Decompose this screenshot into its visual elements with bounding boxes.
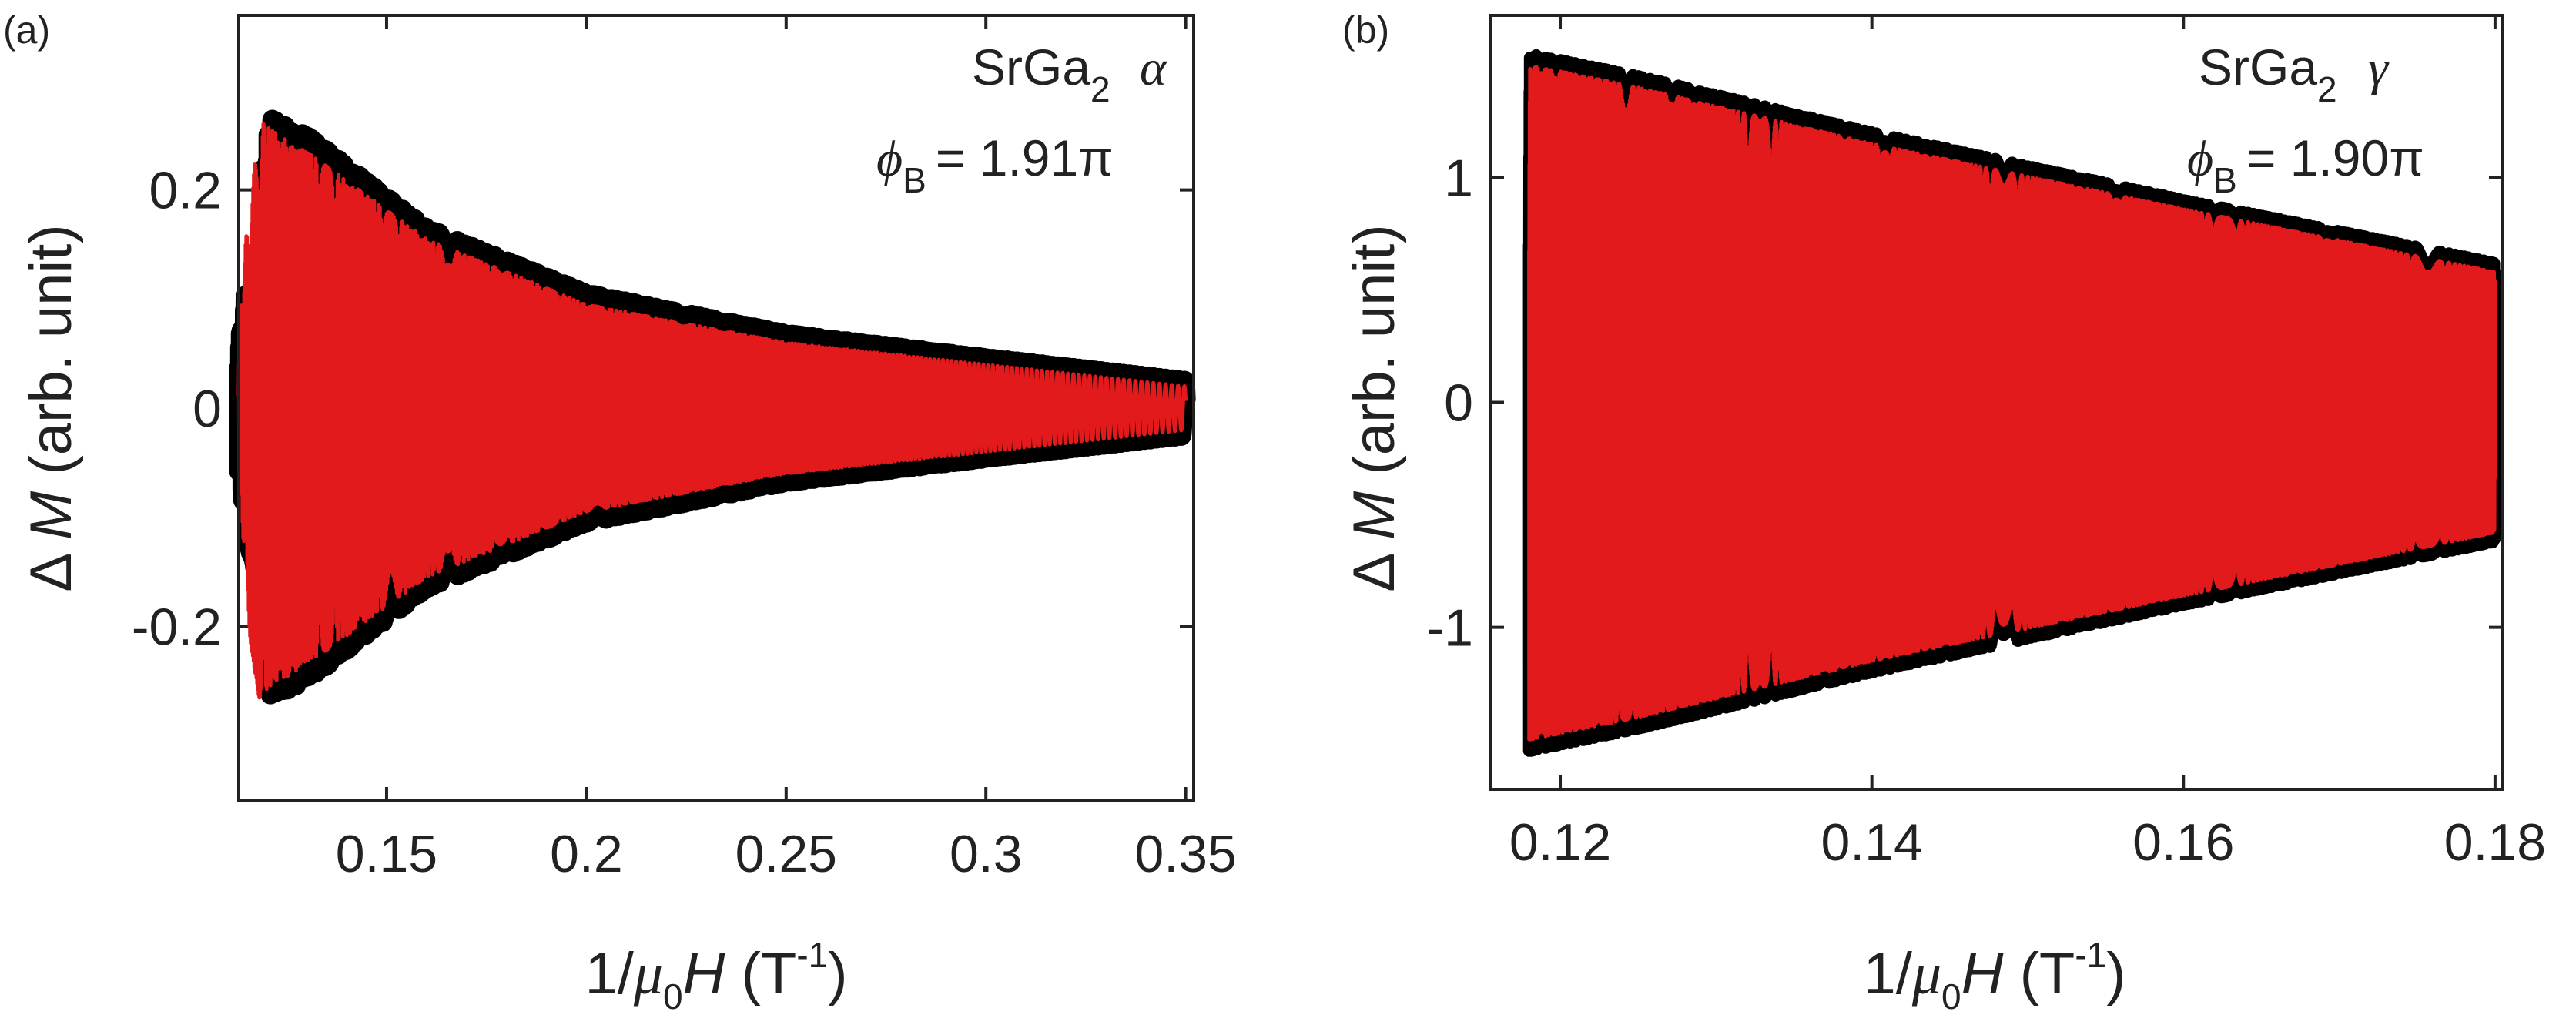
panel-b-ytick-label: 0 [1444,374,1473,433]
panel-b-compound-annotation: SrGa2 [2199,39,2337,109]
panel-a-label: (a) [3,8,50,52]
panel-b-phase-value: = 1.90π [2246,129,2424,186]
panel-a: (a) 0.15 0.2 0.25 0.3 0.35 -0.2 0 0.2 SrGa2 α ϕ… [3,8,1237,1017]
panel-b-fit-series [1527,65,2497,742]
panel-a-fit-series [236,122,1188,700]
panel-a-xtick-label: 0.25 [735,825,837,883]
panel-b-xtick-label: 0.12 [1509,813,1611,872]
panel-b-label: (b) [1342,8,1389,52]
panel-a-ylabel-m: M [18,491,84,540]
panel-b-xtick-label: 0.18 [2444,813,2546,872]
panel-b-xtick-label: 0.16 [2132,813,2234,872]
panel-b-ylabel: Δ M (arb. unit) [1342,224,1407,591]
panel-a-phase-value: = 1.91π [936,129,1114,186]
panel-a-compound-annotation: SrGa2 [972,39,1110,109]
panel-a-xtick-label: 0.2 [550,825,623,883]
panel-a-xtick-label: 0.35 [1134,825,1236,883]
panel-b-ticks: 0.12 0.14 0.16 0.18 -1 0 1 [1427,15,2546,872]
panel-b-ylabel-unit: (arb. unit) [1342,224,1407,491]
panel-a-ylabel: Δ M (arb. unit) [18,224,84,591]
panel-a-compound: SrGa [972,39,1090,95]
panel-b-axes-frame [1489,14,2504,791]
panel-a-axes-frame [237,14,1195,802]
panel-a-xtick-label: 0.3 [950,825,1023,883]
panel-a-ytick-label: 0.2 [149,162,222,220]
panel-b-fit-line [1527,65,2497,742]
panel-b: (b) 0.12 0.14 0.16 0.18 -1 0 1 SrGa2 γ ϕB = 1.9… [1342,8,2546,1017]
panel-b-phase-sub: B [2213,160,2237,200]
panel-a-xtick-label: 0.15 [336,825,437,883]
panel-b-band: γ [2368,40,2390,96]
panel-a-phase-annotation: ϕB = 1.91π [876,129,1114,200]
panel-a-ytick-label: 0 [193,380,222,438]
panel-b-phase-symbol: ϕ [2187,131,2213,187]
panel-a-ylabel-delta: Δ [18,540,84,592]
panel-b-xtick-label: 0.14 [1821,813,1922,872]
panel-a-xlabel: 1/μ0H (T-1) [585,935,847,1017]
panel-b-phase-annotation: ϕB = 1.90π [2187,129,2424,200]
panel-a-band: α [1140,40,1167,96]
panel-a-ticks: 0.15 0.2 0.25 0.3 0.35 -0.2 0 0.2 [132,15,1237,883]
panel-a-ylabel-unit: (arb. unit) [18,224,84,491]
panel-b-compound: SrGa [2199,39,2317,95]
panel-a-phase-symbol: ϕ [876,131,903,187]
panel-a-compound-sub: 2 [1090,69,1110,109]
panel-b-compound-sub: 2 [2317,69,2337,109]
panel-a-phase-sub: B [903,160,926,200]
panel-a-ytick-label: -0.2 [132,598,222,656]
panel-a-fit-line [236,122,1188,700]
panel-b-ylabel-delta: Δ [1342,540,1407,592]
panel-b-ytick-label: 1 [1444,149,1473,207]
panel-b-xlabel: 1/μ0H (T-1) [1863,935,2125,1017]
panel-b-ylabel-m: M [1342,491,1407,540]
panel-b-ytick-label: -1 [1427,599,1473,658]
